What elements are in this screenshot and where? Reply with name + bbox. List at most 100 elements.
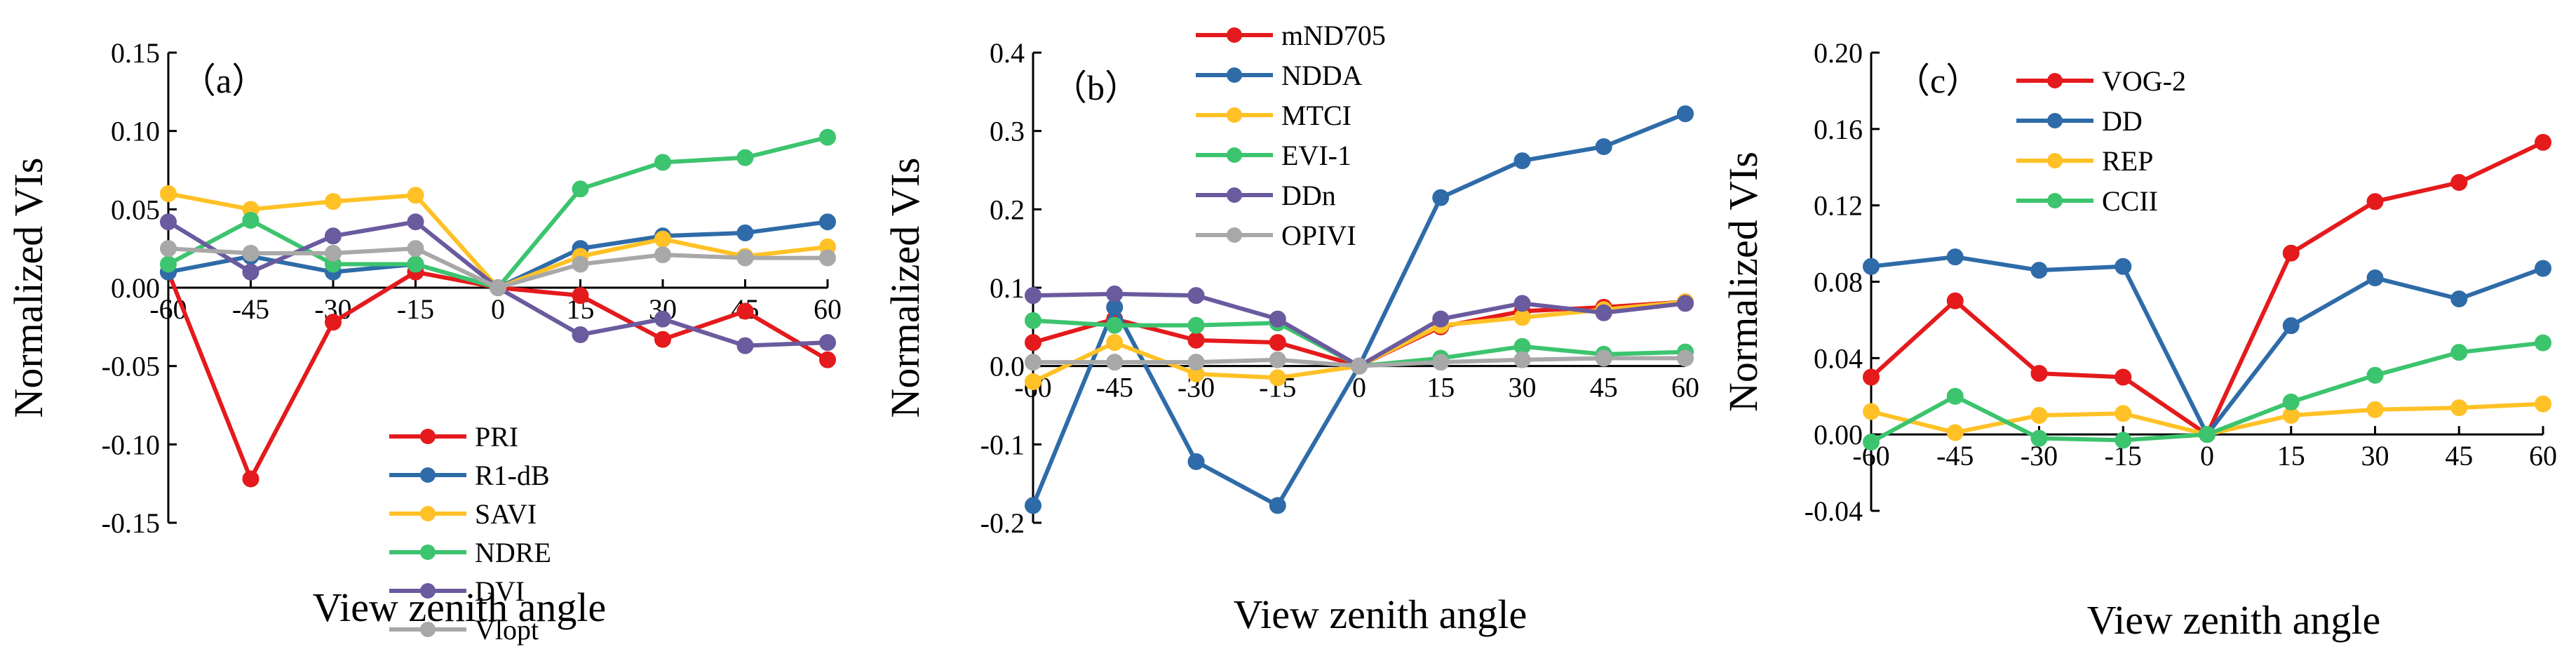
y-tick-label: 0.08	[1814, 267, 1863, 298]
data-point	[490, 279, 506, 296]
legend-item: mND705	[1196, 20, 1386, 51]
data-point	[1106, 316, 1124, 334]
data-point	[407, 213, 424, 231]
legend-item: DVI	[389, 575, 525, 607]
y-tick-label: 0.04	[1814, 342, 1863, 374]
legend-label: R1-dB	[475, 460, 550, 491]
y-tick-label: -0.1	[980, 429, 1025, 460]
data-point	[242, 263, 259, 281]
y-tick-label: 0.05	[111, 194, 160, 225]
legend-label: NDDA	[1281, 60, 1363, 91]
data-point	[2199, 426, 2216, 443]
legend-swatch-marker	[420, 506, 436, 521]
data-point	[1025, 354, 1041, 371]
legend-item: Vlopt	[389, 614, 539, 646]
x-axis-title: View zenith angle	[1234, 592, 1527, 637]
legend-item: R1-dB	[389, 460, 550, 491]
data-point	[654, 246, 671, 264]
legend-label: DD	[2102, 105, 2143, 137]
x-tick-label: 0	[491, 293, 505, 325]
legend-swatch-marker	[1227, 107, 1242, 123]
data-point	[1863, 258, 1880, 275]
data-point	[736, 149, 754, 166]
legend-swatch-marker	[420, 545, 436, 560]
data-point	[2282, 244, 2300, 262]
data-point	[1269, 369, 1286, 387]
legend-label: REP	[2102, 145, 2153, 177]
series-vog-2	[1863, 133, 2551, 443]
legend-swatch-marker	[1227, 147, 1242, 163]
data-point	[572, 180, 589, 198]
legend-swatch-marker	[2047, 113, 2063, 128]
panel-1: -0.15-0.10-0.050.000.050.100.15-60 -45 -30…	[6, 37, 842, 646]
data-point	[1187, 287, 1205, 305]
legend-item: REP	[2016, 145, 2153, 177]
y-axis-title: Normalized VIs	[882, 158, 928, 418]
data-point	[325, 227, 342, 245]
y-tick-label: 0.0	[990, 351, 1025, 382]
data-point	[1025, 287, 1041, 305]
data-point	[2535, 133, 2551, 151]
data-point	[1106, 285, 1124, 302]
data-point	[2366, 193, 2384, 211]
y-tick-label: 0.16	[1814, 114, 1863, 145]
legend-item: DDn	[1196, 180, 1336, 211]
legend-item: VOG-2	[2016, 65, 2186, 97]
legend-swatch-marker	[2047, 73, 2063, 88]
x-tick-label: 45	[1590, 372, 1618, 403]
x-tick-label: 45	[2445, 440, 2473, 472]
data-point	[2030, 365, 2048, 382]
data-point	[160, 213, 177, 231]
data-point	[1595, 138, 1612, 155]
data-point	[1025, 334, 1041, 352]
data-point	[1863, 434, 1880, 451]
legend-swatch-marker	[1227, 67, 1242, 83]
x-tick-label: 15	[2277, 440, 2305, 472]
x-tick-label: -45	[1096, 372, 1133, 403]
x-tick-label: 15	[1427, 372, 1455, 403]
data-point	[654, 310, 671, 328]
x-tick-label: 60	[2529, 440, 2557, 472]
y-tick-label: -0.10	[102, 429, 160, 460]
data-point	[2282, 393, 2300, 410]
data-point	[2115, 258, 2132, 275]
y-tick-label: 0.10	[111, 116, 160, 147]
legend-swatch-marker	[420, 583, 436, 599]
legend-item: MTCI	[1196, 100, 1351, 131]
data-point	[1513, 351, 1531, 368]
data-point	[1432, 354, 1450, 371]
data-point	[2115, 432, 2132, 449]
legend-label: EVI-1	[1281, 140, 1351, 171]
data-point	[572, 287, 589, 305]
x-tick-label: -45	[232, 293, 269, 325]
series-ndre	[160, 128, 836, 296]
y-tick-label: 0.20	[1814, 37, 1863, 69]
x-tick-label: -15	[397, 293, 434, 325]
legend-item: CCII	[2016, 185, 2158, 217]
data-point	[242, 211, 259, 229]
y-axis-title: Normalized VIs	[1720, 152, 1766, 412]
legend-item: SAVI	[389, 498, 537, 530]
data-point	[1946, 387, 1964, 405]
legend-swatch-marker	[420, 467, 436, 483]
panel-label: （c）	[1895, 61, 1981, 100]
data-point	[1025, 373, 1041, 390]
data-point	[819, 249, 836, 267]
data-point	[1513, 309, 1531, 326]
data-point	[2030, 262, 2048, 279]
series-dd	[1863, 248, 2551, 443]
data-point	[1946, 292, 1964, 309]
legend-swatch-marker	[1227, 27, 1242, 43]
data-point	[819, 128, 836, 146]
legend-label: PRI	[475, 421, 518, 453]
data-point	[1025, 312, 1041, 329]
data-point	[1946, 248, 1964, 266]
legend-label: CCII	[2102, 185, 2158, 217]
data-point	[1677, 295, 1694, 312]
panel-2: -0.2-0.10.00.10.20.30.4-60-45-30-1501530…	[882, 20, 1699, 637]
legend-swatch-marker	[1227, 227, 1242, 243]
data-point	[407, 187, 424, 204]
legend-label: SAVI	[475, 498, 537, 530]
data-point	[407, 255, 424, 273]
data-point	[160, 255, 177, 273]
